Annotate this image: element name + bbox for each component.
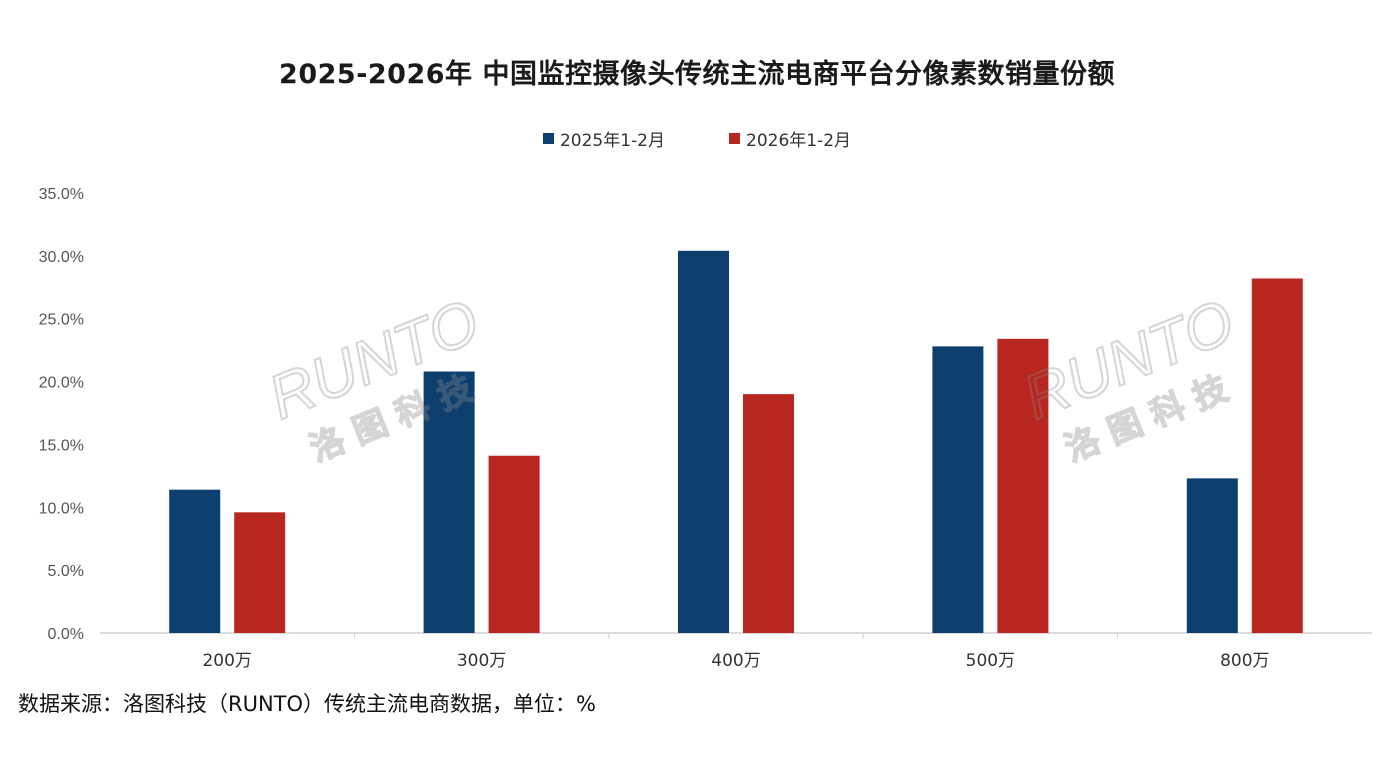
x-tick-label: 300万 [457, 651, 506, 671]
chart-title: 2025-2026年 中国监控摄像头传统主流电商平台分像素数销量份额 [279, 59, 1115, 90]
y-tick-label: 30.0% [39, 249, 84, 266]
y-tick-label: 15.0% [39, 437, 84, 454]
x-tick-label: 400万 [711, 651, 760, 671]
bar-2026 [1251, 278, 1303, 633]
legend: 2025年1-2月 2026年1-2月 [0, 126, 1394, 151]
x-tick-label: 800万 [1220, 651, 1269, 671]
y-tick-label: 5.0% [48, 563, 84, 580]
bar-2026 [488, 455, 540, 633]
legend-label-2025: 2025年1-2月 [559, 131, 665, 151]
bar-2025 [678, 250, 729, 634]
bar-2026 [997, 338, 1049, 633]
bar-2025 [423, 371, 475, 633]
x-tick-label: 200万 [202, 651, 251, 671]
y-tick-label: 25.0% [39, 312, 84, 329]
source-note: 数据来源：洛图科技（RUNTO）传统主流电商数据，单位：% [18, 692, 596, 716]
bar-2025 [932, 346, 984, 633]
y-tick-label: 0.0% [48, 626, 84, 643]
bar-2025 [169, 489, 221, 633]
legend-item-2025: 2025年1-2月 [542, 126, 665, 151]
x-tick-label: 500万 [966, 651, 1015, 671]
legend-label-2026: 2026年1-2月 [746, 131, 852, 151]
legend-item-2026: 2026年1-2月 [729, 126, 851, 151]
y-tick-label: 10.0% [39, 500, 84, 517]
legend-swatch-2026 [729, 133, 740, 144]
y-tick-label: 20.0% [39, 375, 84, 392]
bar-2026 [234, 512, 286, 633]
bar-2025 [1186, 478, 1238, 633]
y-tick-label: 35.0% [39, 186, 84, 203]
legend-swatch-2025 [542, 133, 554, 144]
bar-2026 [743, 394, 794, 633]
